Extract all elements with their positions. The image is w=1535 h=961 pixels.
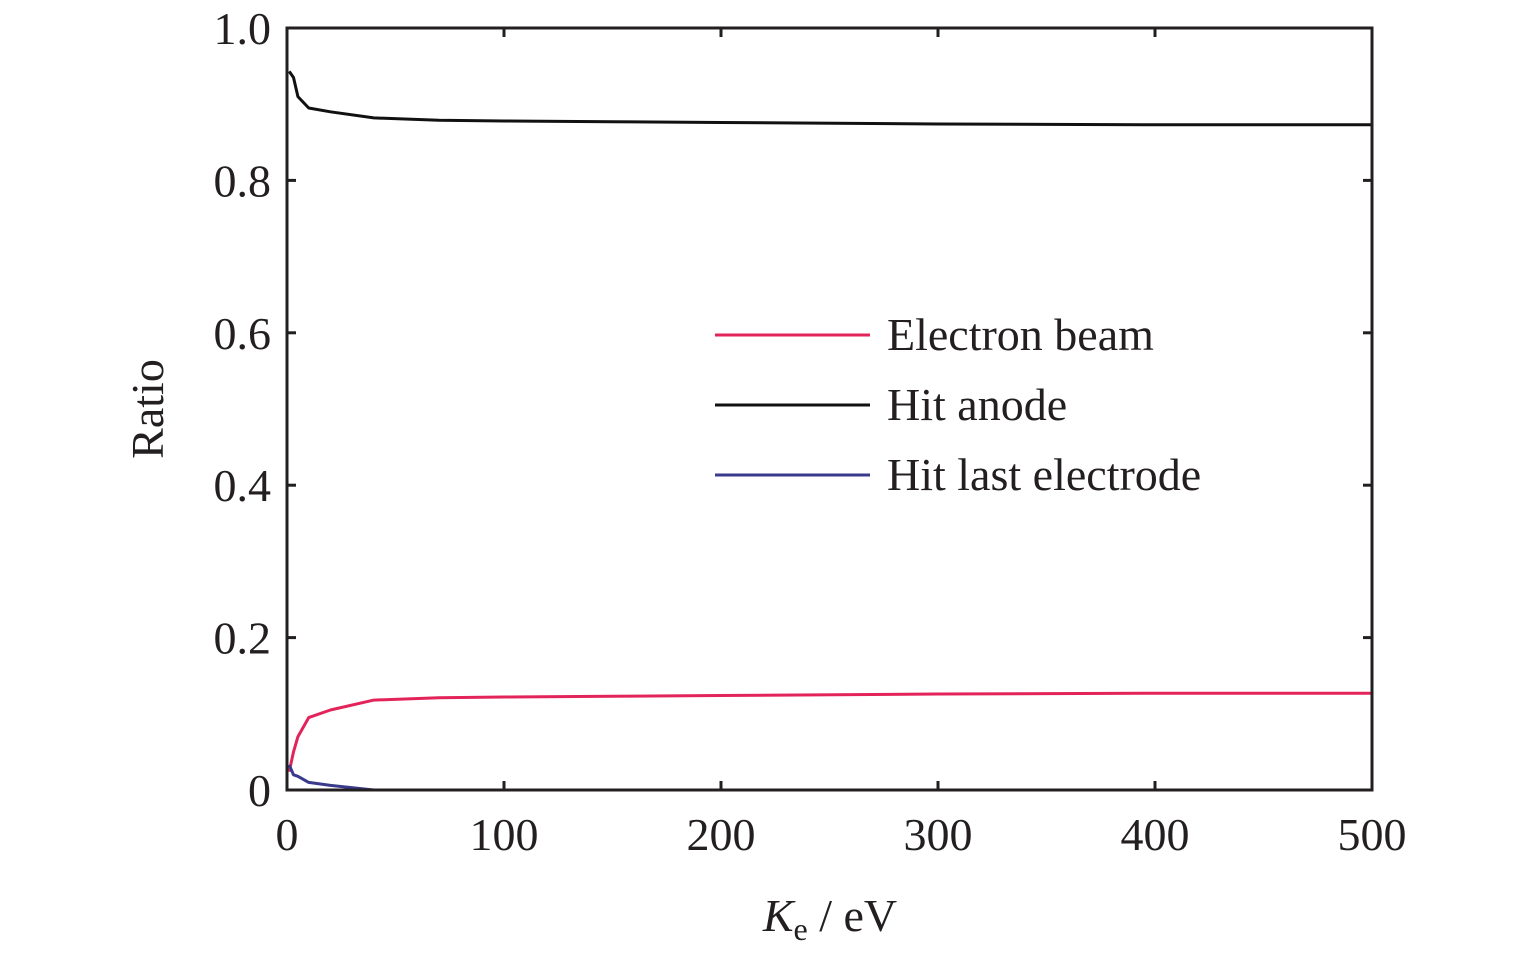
series-line-hit-anode <box>287 70 1372 127</box>
x-tick-label: 0 <box>276 809 299 860</box>
x-axis-title: Ke / eV <box>762 890 897 947</box>
x-axis-subscript: e <box>794 911 808 947</box>
y-tick-label: 0.8 <box>214 155 272 206</box>
legend-label: Hit anode <box>887 379 1067 430</box>
y-tick-labels: 0 0.2 0.4 0.6 0.8 1.0 <box>214 3 272 816</box>
series-line-electron-beam <box>287 691 1372 773</box>
y-tick-label: 0.2 <box>214 613 272 664</box>
x-tick-label: 500 <box>1338 809 1407 860</box>
plot-frame <box>285 26 1374 792</box>
x-tick-label: 200 <box>687 809 756 860</box>
legend-label: Electron beam <box>887 309 1154 360</box>
x-tick-label: 300 <box>904 809 973 860</box>
y-tick-label: 1.0 <box>214 3 272 54</box>
series-layer <box>287 70 1372 792</box>
x-tick-label: 400 <box>1121 809 1190 860</box>
legend: Electron beam Hit anode Hit last electrode <box>715 309 1201 500</box>
y-tick-label: 0.6 <box>214 308 272 359</box>
x-tick-labels: 0 100 200 300 400 500 <box>276 809 1407 860</box>
series-line-hit-last-electrode <box>287 764 1372 792</box>
y-tick-label: 0.4 <box>214 460 272 511</box>
legend-label: Hit last electrode <box>887 449 1201 500</box>
y-axis-title: Ratio <box>122 359 173 459</box>
x-axis-symbol: K <box>762 890 796 941</box>
x-tick-label: 100 <box>470 809 539 860</box>
x-axis-unit: / eV <box>808 890 897 941</box>
tick-layer <box>285 26 1374 792</box>
y-tick-label: 0 <box>248 765 271 816</box>
